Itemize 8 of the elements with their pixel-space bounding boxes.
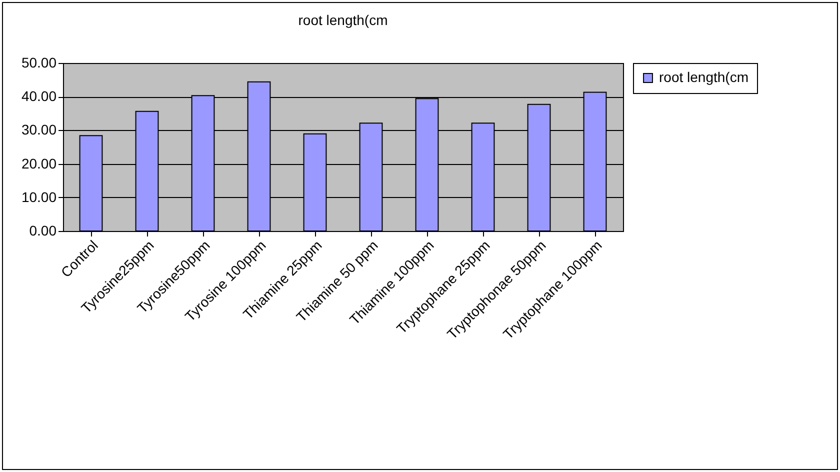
chart-title: root length(cm (298, 12, 388, 28)
y-tick-label: 40.00 (21, 88, 57, 104)
y-tick-label: 20.00 (21, 155, 57, 172)
y-tick-label: 50.00 (21, 54, 57, 70)
legend-label: root length(cm (659, 69, 748, 85)
y-tick-label: 0.00 (29, 222, 57, 238)
y-tick-label: 10.00 (21, 188, 57, 205)
y-tick-label: 30.00 (21, 122, 57, 138)
